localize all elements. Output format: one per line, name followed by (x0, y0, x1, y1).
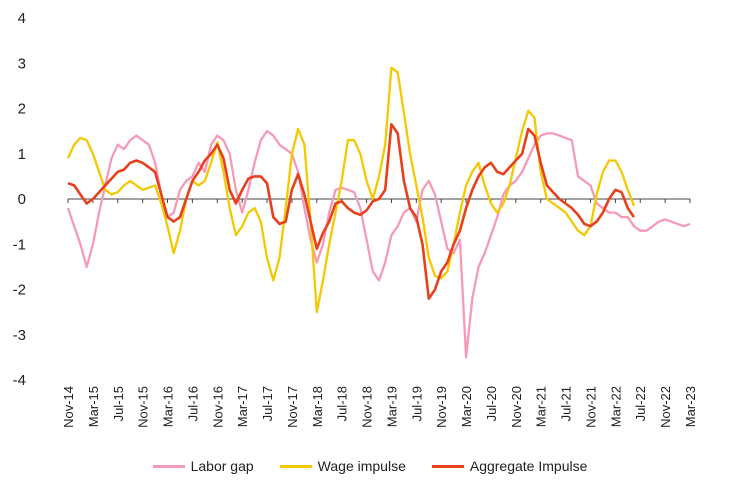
x-tick-label: Nov-21 (583, 386, 598, 428)
legend-item-labor-gap: Labor gap (152, 458, 254, 474)
y-tick-label: -2 (13, 282, 26, 299)
x-axis-ticks: Nov-14 Mar-15 Jul-15 Nov-15 Mar-16 Jul-16 Nov-… (61, 199, 698, 428)
x-tick-label: Mar-23 (683, 386, 698, 427)
x-tick-label: Jul-21 (559, 386, 574, 421)
x-tick-label: Nov-14 (61, 386, 76, 428)
x-tick-label: Mar-15 (86, 386, 101, 427)
legend-label-wage-impulse: Wage impulse (317, 458, 406, 474)
x-tick-label: Mar-17 (235, 386, 250, 427)
line-chart: 4 3 2 1 0 -1 -2 -3 -4 Nov-14 Mar-15 Jul-15 Nov-15 Ma… (13, 10, 698, 428)
y-tick-label: 4 (18, 10, 26, 27)
x-tick-label: Nov-18 (360, 386, 375, 428)
y-tick-label: -4 (13, 372, 26, 389)
legend-swatch-aggregate-impulse (431, 464, 464, 468)
x-tick-label: Mar-21 (534, 386, 549, 427)
legend-label-labor-gap: Labor gap (190, 458, 254, 474)
legend-item-aggregate-impulse: Aggregate Impulse (431, 458, 588, 474)
x-tick-label: Nov-20 (509, 386, 524, 428)
legend: Labor gap Wage impulse Aggregate Impulse (0, 458, 740, 474)
x-tick-label: Nov-19 (434, 386, 449, 428)
x-tick-label: Nov-16 (210, 386, 225, 428)
series-line-labor-gap (66, 129, 691, 359)
x-tick-label: Jul-19 (409, 386, 424, 421)
y-tick-label: 3 (18, 55, 26, 72)
y-tick-label: -1 (13, 236, 26, 253)
x-tick-label: Nov-22 (658, 386, 673, 428)
y-tick-label: 2 (18, 101, 26, 118)
x-tick-label: Jul-20 (484, 386, 499, 421)
x-tick-label: Jul-15 (111, 386, 126, 421)
x-tick-label: Jul-22 (633, 386, 648, 421)
x-tick-label: Mar-20 (459, 386, 474, 427)
legend-swatch-labor-gap (152, 464, 185, 468)
x-tick-label: Nov-17 (285, 386, 300, 428)
x-tick-label: Mar-19 (384, 386, 399, 427)
x-tick-label: Jul-16 (185, 386, 200, 421)
legend-swatch-wage-impulse (279, 464, 312, 468)
y-tick-label: 1 (18, 146, 26, 163)
x-tick-label: Jul-18 (335, 386, 350, 421)
series-line-aggregate-impulse (67, 123, 636, 300)
y-axis-ticks: 4 3 2 1 0 -1 -2 -3 -4 (13, 10, 26, 389)
x-tick-label: Jul-17 (260, 386, 275, 421)
y-tick-label: 0 (18, 191, 26, 208)
x-tick-label: Nov-15 (136, 386, 151, 428)
series-lines (66, 66, 691, 359)
legend-item-wage-impulse: Wage impulse (279, 458, 406, 474)
x-tick-label: Mar-22 (608, 386, 623, 427)
x-tick-label: Mar-18 (310, 386, 325, 427)
legend-label-aggregate-impulse: Aggregate Impulse (469, 458, 588, 474)
y-tick-label: -3 (13, 327, 26, 344)
x-tick-label: Mar-16 (161, 386, 176, 427)
